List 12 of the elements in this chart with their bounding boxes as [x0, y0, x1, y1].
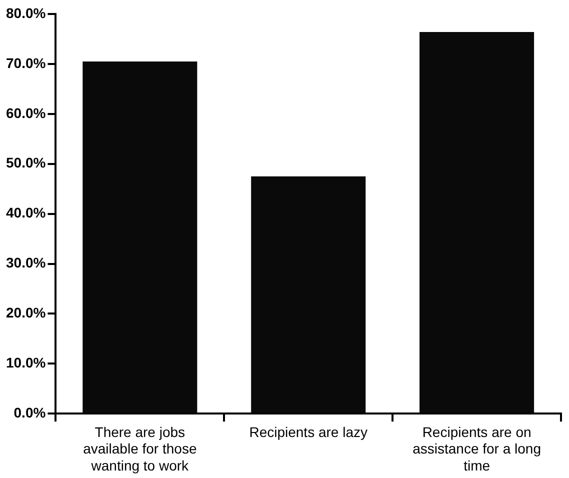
y-tick-label: 50.0%	[6, 154, 46, 171]
y-tick-label: 80.0%	[6, 4, 46, 21]
y-tick-label: 0.0%	[14, 404, 46, 420]
x-tick-label: Recipients are on assistance for a long time	[412, 424, 541, 474]
x-tick-label: Recipients are lazy	[249, 424, 368, 440]
x-tick-label: There are jobs available for those wanting to work	[83, 424, 197, 474]
y-tick-label: 70.0%	[6, 54, 46, 71]
y-tick-label: 60.0%	[6, 104, 46, 121]
y-tick-label: 40.0%	[6, 204, 46, 221]
y-tick-label: 30.0%	[6, 254, 46, 271]
y-tick-label: 20.0%	[6, 304, 46, 321]
y-tick-label: 10.0%	[6, 354, 46, 371]
